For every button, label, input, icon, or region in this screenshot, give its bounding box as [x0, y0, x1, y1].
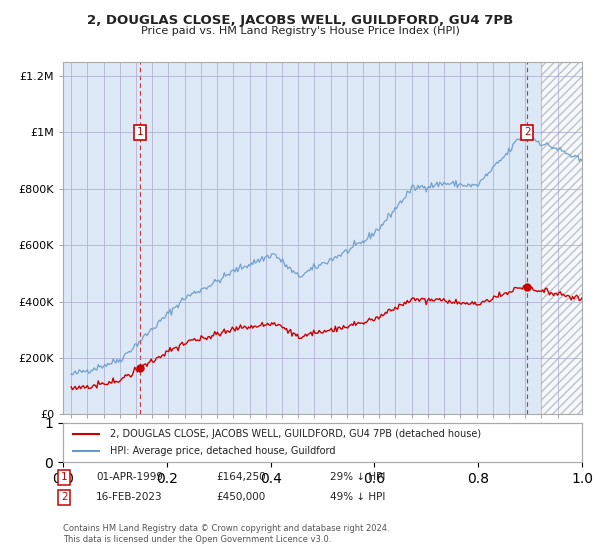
Text: £450,000: £450,000: [216, 492, 265, 502]
Text: 2: 2: [61, 492, 68, 502]
Text: 16-FEB-2023: 16-FEB-2023: [96, 492, 163, 502]
Text: £164,250: £164,250: [216, 472, 266, 482]
Text: 1: 1: [137, 127, 143, 137]
Text: 2, DOUGLAS CLOSE, JACOBS WELL, GUILDFORD, GU4 7PB (detached house): 2, DOUGLAS CLOSE, JACOBS WELL, GUILDFORD…: [110, 429, 481, 439]
Text: HPI: Average price, detached house, Guildford: HPI: Average price, detached house, Guil…: [110, 446, 335, 456]
Text: 29% ↓ HPI: 29% ↓ HPI: [330, 472, 385, 482]
Text: 49% ↓ HPI: 49% ↓ HPI: [330, 492, 385, 502]
Text: 2: 2: [524, 127, 530, 137]
Text: Price paid vs. HM Land Registry's House Price Index (HPI): Price paid vs. HM Land Registry's House …: [140, 26, 460, 36]
Text: 2, DOUGLAS CLOSE, JACOBS WELL, GUILDFORD, GU4 7PB: 2, DOUGLAS CLOSE, JACOBS WELL, GUILDFORD…: [87, 14, 513, 27]
Text: Contains HM Land Registry data © Crown copyright and database right 2024.
This d: Contains HM Land Registry data © Crown c…: [63, 524, 389, 544]
Bar: [541, 62, 582, 414]
Text: 1: 1: [61, 472, 68, 482]
Text: 01-APR-1999: 01-APR-1999: [96, 472, 163, 482]
